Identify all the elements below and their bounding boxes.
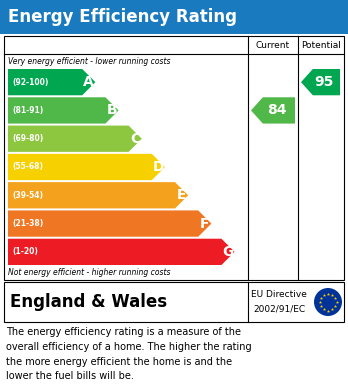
Text: (55-68): (55-68) (12, 163, 43, 172)
Text: Current: Current (256, 41, 290, 50)
Bar (0, 0, 348, 34)
Text: (69-80): (69-80) (12, 134, 43, 143)
Text: C: C (130, 132, 140, 146)
Text: D: D (153, 160, 164, 174)
Text: 84: 84 (267, 104, 286, 117)
Text: (1-20): (1-20) (12, 248, 38, 256)
Polygon shape (8, 126, 142, 152)
Polygon shape (8, 154, 165, 180)
Text: A: A (84, 75, 94, 89)
Text: (92-100): (92-100) (12, 78, 48, 87)
Text: (39-54): (39-54) (12, 191, 43, 200)
Polygon shape (8, 239, 235, 265)
Polygon shape (301, 69, 340, 95)
Text: B: B (107, 104, 117, 117)
Text: Energy Efficiency Rating: Energy Efficiency Rating (8, 8, 237, 26)
Text: 95: 95 (314, 75, 334, 89)
Bar (4, 282, 344, 322)
Text: Very energy efficient - lower running costs: Very energy efficient - lower running co… (8, 57, 171, 66)
Polygon shape (8, 210, 211, 237)
Polygon shape (8, 97, 119, 124)
Text: F: F (200, 217, 209, 231)
Polygon shape (8, 182, 188, 208)
Text: Potential: Potential (301, 41, 341, 50)
Text: E: E (177, 188, 187, 202)
Text: Not energy efficient - higher running costs: Not energy efficient - higher running co… (8, 268, 171, 277)
Text: England & Wales: England & Wales (10, 293, 167, 311)
Text: EU Directive: EU Directive (251, 290, 307, 299)
Bar (4, 36, 344, 280)
Circle shape (314, 288, 342, 316)
Text: 2002/91/EC: 2002/91/EC (253, 305, 305, 314)
Text: (81-91): (81-91) (12, 106, 43, 115)
Polygon shape (8, 69, 95, 95)
Text: G: G (222, 245, 234, 259)
Text: (21-38): (21-38) (12, 219, 43, 228)
Text: The energy efficiency rating is a measure of the
overall efficiency of a home. T: The energy efficiency rating is a measur… (6, 327, 252, 381)
Polygon shape (251, 97, 295, 124)
